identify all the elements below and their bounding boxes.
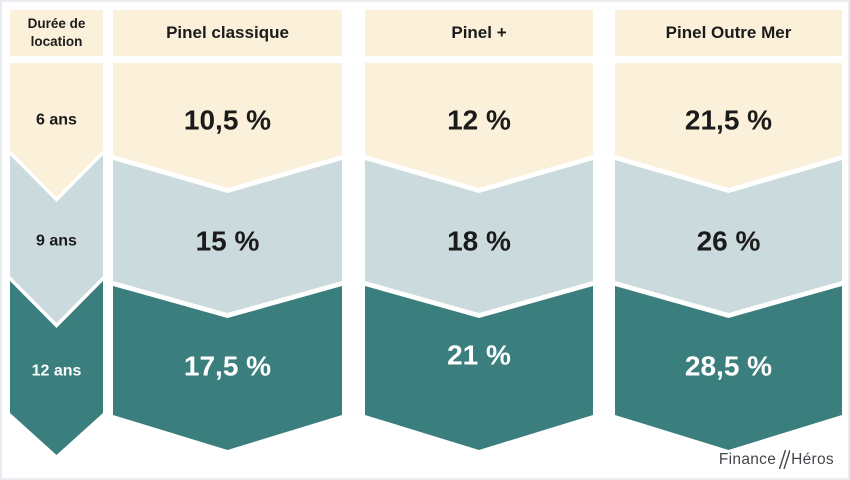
column-pinel-plus-bands: 12 % 18 % 21 % — [365, 63, 593, 450]
double-slash-icon — [778, 450, 791, 469]
column-durations-bands: 6 ans 9 ans 12 ans — [10, 63, 103, 455]
rate-plus-9-ans: 18 % — [447, 226, 511, 257]
rate-classique-9-ans: 15 % — [196, 226, 260, 257]
duration-label-12-ans: 12 ans — [32, 363, 82, 380]
logo-text-finance: Finance — [718, 450, 777, 468]
column-pinel-outre-mer-bands: 21,5 % 26 % 28,5 % — [615, 63, 842, 450]
rate-outremer-12-ans: 28,5 % — [685, 351, 772, 382]
logo-text-heros: Héros — [791, 450, 834, 468]
rate-outremer-9-ans: 26 % — [697, 226, 761, 257]
band-classique-9-ans — [113, 160, 342, 313]
column-header-pinel-plus: Pinel + — [365, 10, 593, 56]
corner-header-line2: location — [30, 34, 83, 49]
band-plus-6-ans — [365, 63, 593, 188]
rate-outremer-6-ans: 21,5 % — [685, 105, 772, 136]
duration-label-6-ans: 6 ans — [36, 112, 77, 129]
finance-heros-logo: Finance Héros — [719, 450, 834, 469]
band-plus-12-ans — [365, 286, 593, 450]
rate-plus-6-ans: 12 % — [447, 105, 511, 136]
corner-header-line1: Durée de — [27, 16, 86, 32]
rate-plus-12-ans: 21 % — [447, 340, 511, 371]
band-12-ans — [10, 281, 103, 455]
column-header-pinel-classique: Pinel classique — [113, 10, 342, 56]
band-outremer-9-ans — [615, 160, 842, 313]
column-header-pinel-outre-mer: Pinel Outre Mer — [615, 10, 842, 56]
band-6-ans — [10, 63, 103, 197]
duration-label-9-ans: 9 ans — [36, 233, 77, 250]
band-outremer-6-ans — [615, 63, 842, 188]
band-classique-12-ans — [113, 286, 342, 450]
rate-classique-6-ans: 10,5 % — [184, 105, 271, 136]
rate-classique-12-ans: 17,5 % — [184, 351, 271, 382]
band-outremer-12-ans — [615, 286, 842, 450]
band-plus-9-ans — [365, 160, 593, 313]
band-9-ans — [10, 155, 103, 323]
column-pinel-classique-bands: 10,5 % 15 % 17,5 % — [113, 63, 342, 450]
band-classique-6-ans — [113, 63, 342, 188]
corner-header-duree-de-location: Durée de location — [10, 10, 103, 56]
